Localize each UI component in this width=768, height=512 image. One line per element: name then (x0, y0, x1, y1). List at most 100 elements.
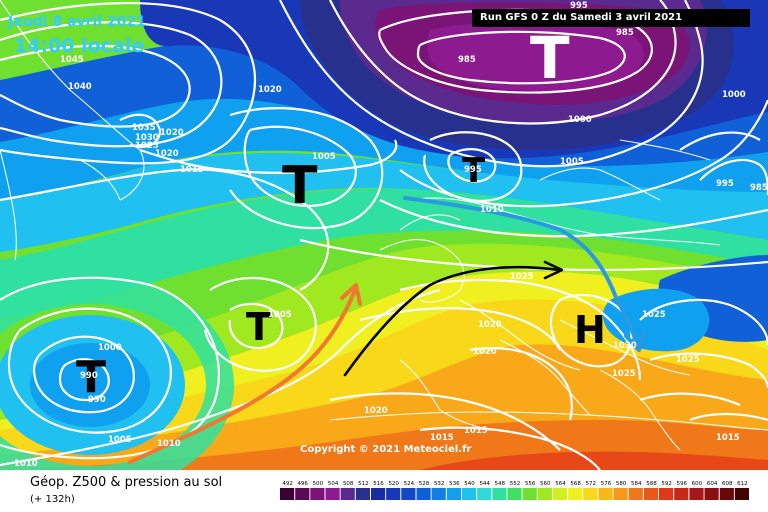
isobar-label: 1020 (155, 149, 179, 159)
isobar (0, 2, 256, 165)
legend-swatch (461, 488, 477, 500)
low-pressure-north: T (530, 24, 570, 92)
legend-value: 608 (722, 481, 733, 487)
isobar-label: 1020 (473, 347, 497, 357)
legend-swatch (295, 488, 310, 500)
legend-swatch (628, 488, 643, 500)
isobar (279, 0, 704, 168)
legend-value: 548 (495, 481, 506, 487)
isobar (329, 0, 677, 125)
legend-value: 580 (616, 481, 627, 487)
copyright-notice: Copyright © 2021 Meteociel.fr (300, 444, 472, 455)
legend-value: 536 (449, 481, 460, 487)
isobar (228, 302, 284, 350)
legend-swatch (552, 488, 568, 500)
forecast-time: 14:00 locale (14, 35, 145, 57)
legend-value: 564 (555, 481, 566, 487)
z500-field-atlantic-green (0, 276, 234, 470)
isobar-label: 1010 (14, 459, 38, 469)
legend-value: 532 (434, 481, 445, 487)
legend-value: 552 (510, 481, 521, 487)
legend-swatch (386, 488, 401, 500)
isobar (679, 131, 761, 151)
legend-value: 544 (479, 481, 490, 487)
legend-value: 596 (677, 481, 688, 487)
isobar-label: 1005 (108, 435, 132, 445)
z500-field-magenta (427, 21, 644, 92)
isobar (243, 125, 357, 208)
legend-swatch (583, 488, 598, 500)
isobar (379, 199, 768, 238)
isobar-label: 1035 (132, 123, 156, 133)
legend-swatch (355, 488, 370, 500)
isobar-label: 1030 (135, 133, 159, 143)
isobar (549, 293, 633, 368)
lead-time: (+ 132h) (30, 494, 75, 505)
isobar-label: 1000 (568, 115, 592, 125)
isobar-label: 1020 (364, 406, 388, 416)
legend-value: 592 (661, 481, 672, 487)
isobar-label: 1040 (68, 82, 92, 92)
isobar (639, 298, 768, 346)
jet-arrow (343, 265, 562, 377)
isobar-label: 1020 (160, 128, 184, 138)
legend-swatch (674, 488, 689, 500)
isobar-label: 985 (750, 183, 768, 193)
legend-value: 600 (692, 481, 703, 487)
isobar-label: 1005 (268, 310, 292, 320)
isobar (469, 347, 573, 421)
legend-value: 512 (358, 481, 369, 487)
legend-swatch (371, 488, 386, 500)
legend-swatch (659, 488, 674, 500)
isobar (0, 21, 223, 148)
legend-swatch (446, 488, 461, 500)
isobar (119, 113, 162, 148)
isobar-label: 1020 (258, 85, 282, 95)
z500-field-cyan (0, 153, 768, 252)
legend-swatch (310, 488, 325, 500)
isobar-label: 1025 (642, 310, 666, 320)
isobar (58, 358, 110, 402)
isobar (32, 335, 135, 414)
isobar-label: 995 (716, 179, 734, 189)
legend-swatch (568, 488, 583, 500)
legend-swatch (492, 488, 507, 500)
isobar-label: 1025 (510, 272, 534, 282)
legend-value: 560 (540, 481, 551, 487)
legend-value: 508 (343, 481, 354, 487)
low-pressure-scandinavia: T (462, 151, 486, 191)
legend-swatch (416, 488, 431, 500)
isobar-label: 1015 (464, 426, 488, 436)
isobar-label: 1005 (560, 157, 584, 167)
legend-value: 588 (646, 481, 657, 487)
isobar-label: 1025 (135, 141, 159, 151)
isobar (0, 168, 330, 291)
low-pressure-west: T (76, 352, 106, 403)
isobar-label: 1015 (430, 433, 454, 443)
product-title: Géop. Z500 & pression au sol (30, 475, 223, 490)
legend-value: 576 (601, 481, 612, 487)
pressure-systems: T T T T T H (76, 24, 606, 403)
legend-value: 504 (328, 481, 339, 487)
legend-swatch (280, 488, 295, 500)
isobar-label: 1000 (722, 90, 746, 100)
legend-swatch (477, 488, 492, 500)
z500-field-sky (0, 97, 768, 200)
isobar (229, 107, 384, 230)
legend-swatch (734, 488, 749, 500)
isobar-label: 1000 (98, 343, 122, 353)
color-scale-legend: 492 496 500 504 508 512 516 520 524 528 532 536 540 5… (280, 481, 749, 500)
legend-value: 584 (631, 481, 642, 487)
isobar-label: 1015 (180, 165, 204, 175)
isobar (399, 99, 768, 208)
forecast-date: Jeudi 8 avril 2021 (8, 14, 146, 30)
legend-swatch (689, 488, 704, 500)
isobar-label: 1025 (612, 369, 636, 379)
isobar-label: 990 (80, 371, 98, 381)
low-pressure-azores: T (246, 305, 272, 349)
isobar (203, 276, 317, 372)
legend-swatch (719, 488, 734, 500)
isobar (639, 392, 741, 407)
z500-field-yellow (0, 271, 768, 430)
legend-value: 516 (373, 481, 384, 487)
